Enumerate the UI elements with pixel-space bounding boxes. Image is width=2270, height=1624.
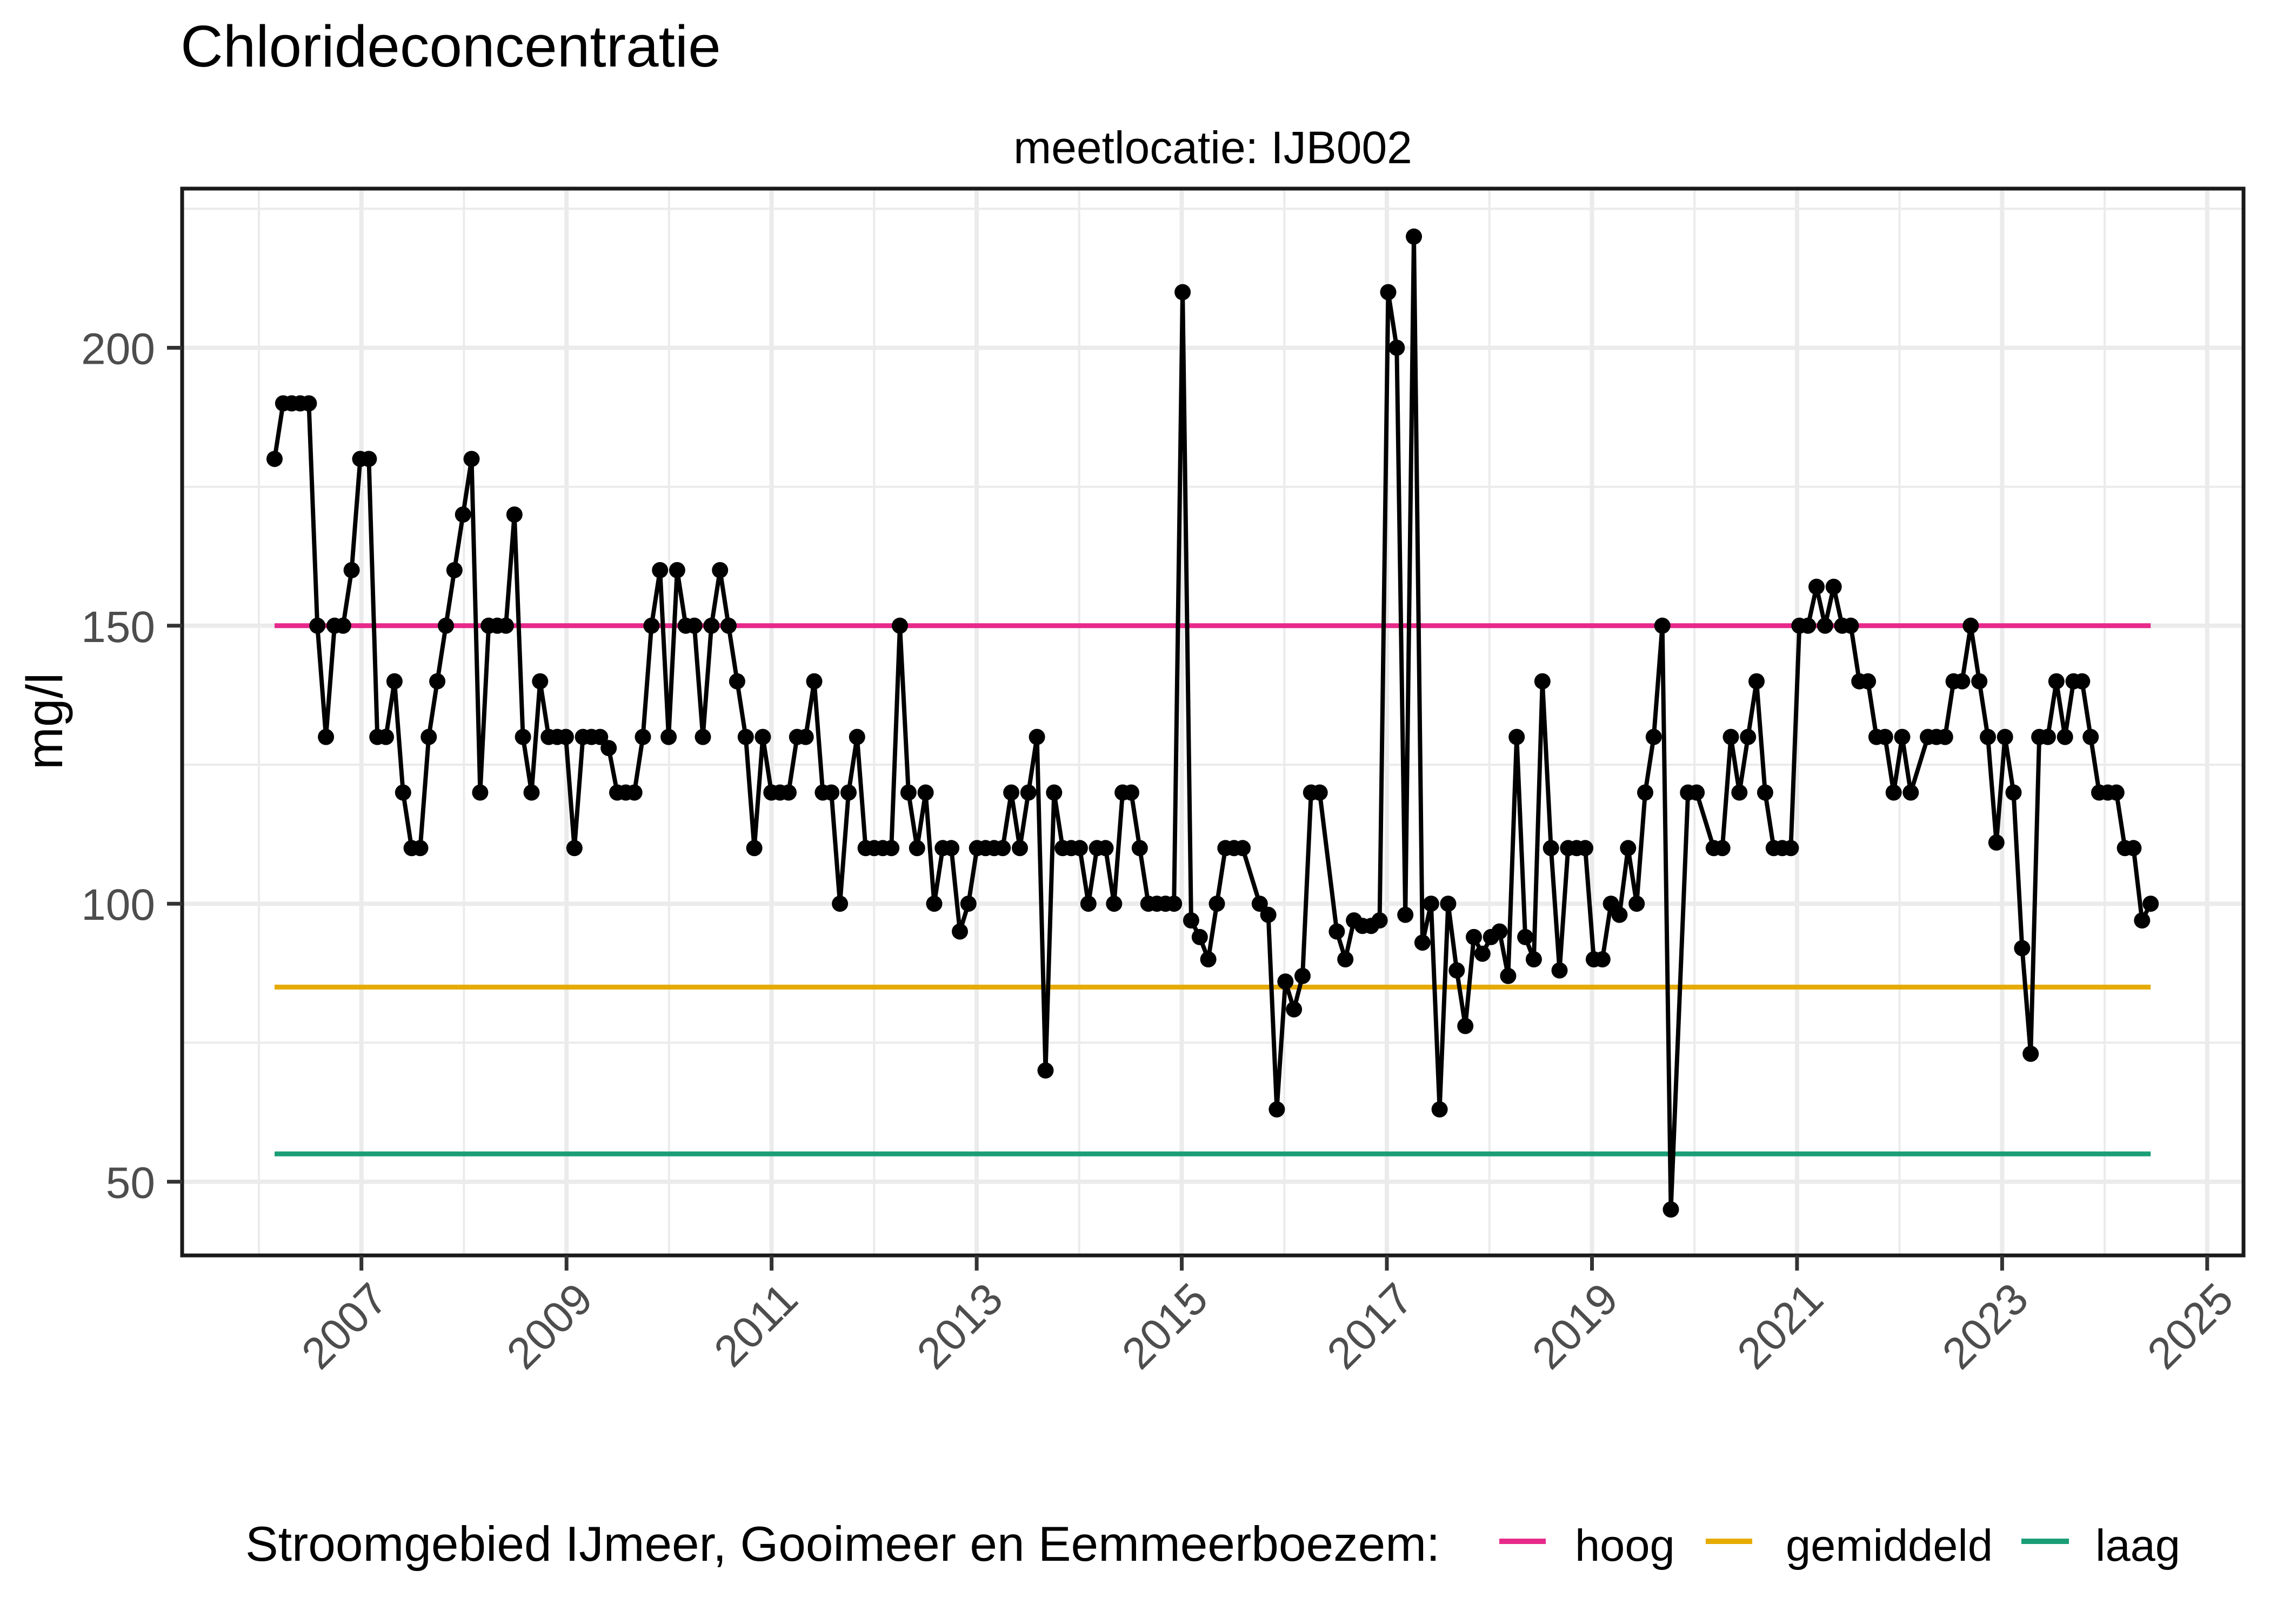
svg-text:150: 150 [81,603,155,652]
svg-text:100: 100 [81,880,155,930]
svg-text:Stroomgebied IJmeer, Gooimeer: Stroomgebied IJmeer, Gooimeer en Eemmeer… [245,1517,1440,1572]
svg-text:laag: laag [2095,1520,2180,1570]
svg-text:meetlocatie: IJB002: meetlocatie: IJB002 [1013,122,1412,173]
svg-text:gemiddeld: gemiddeld [1786,1520,1993,1570]
svg-text:hoog: hoog [1575,1520,1675,1570]
svg-text:200: 200 [81,325,155,374]
svg-text:50: 50 [106,1159,155,1208]
svg-text:mg/l: mg/l [16,673,74,770]
svg-text:Chlorideconcentratie: Chlorideconcentratie [181,14,721,79]
